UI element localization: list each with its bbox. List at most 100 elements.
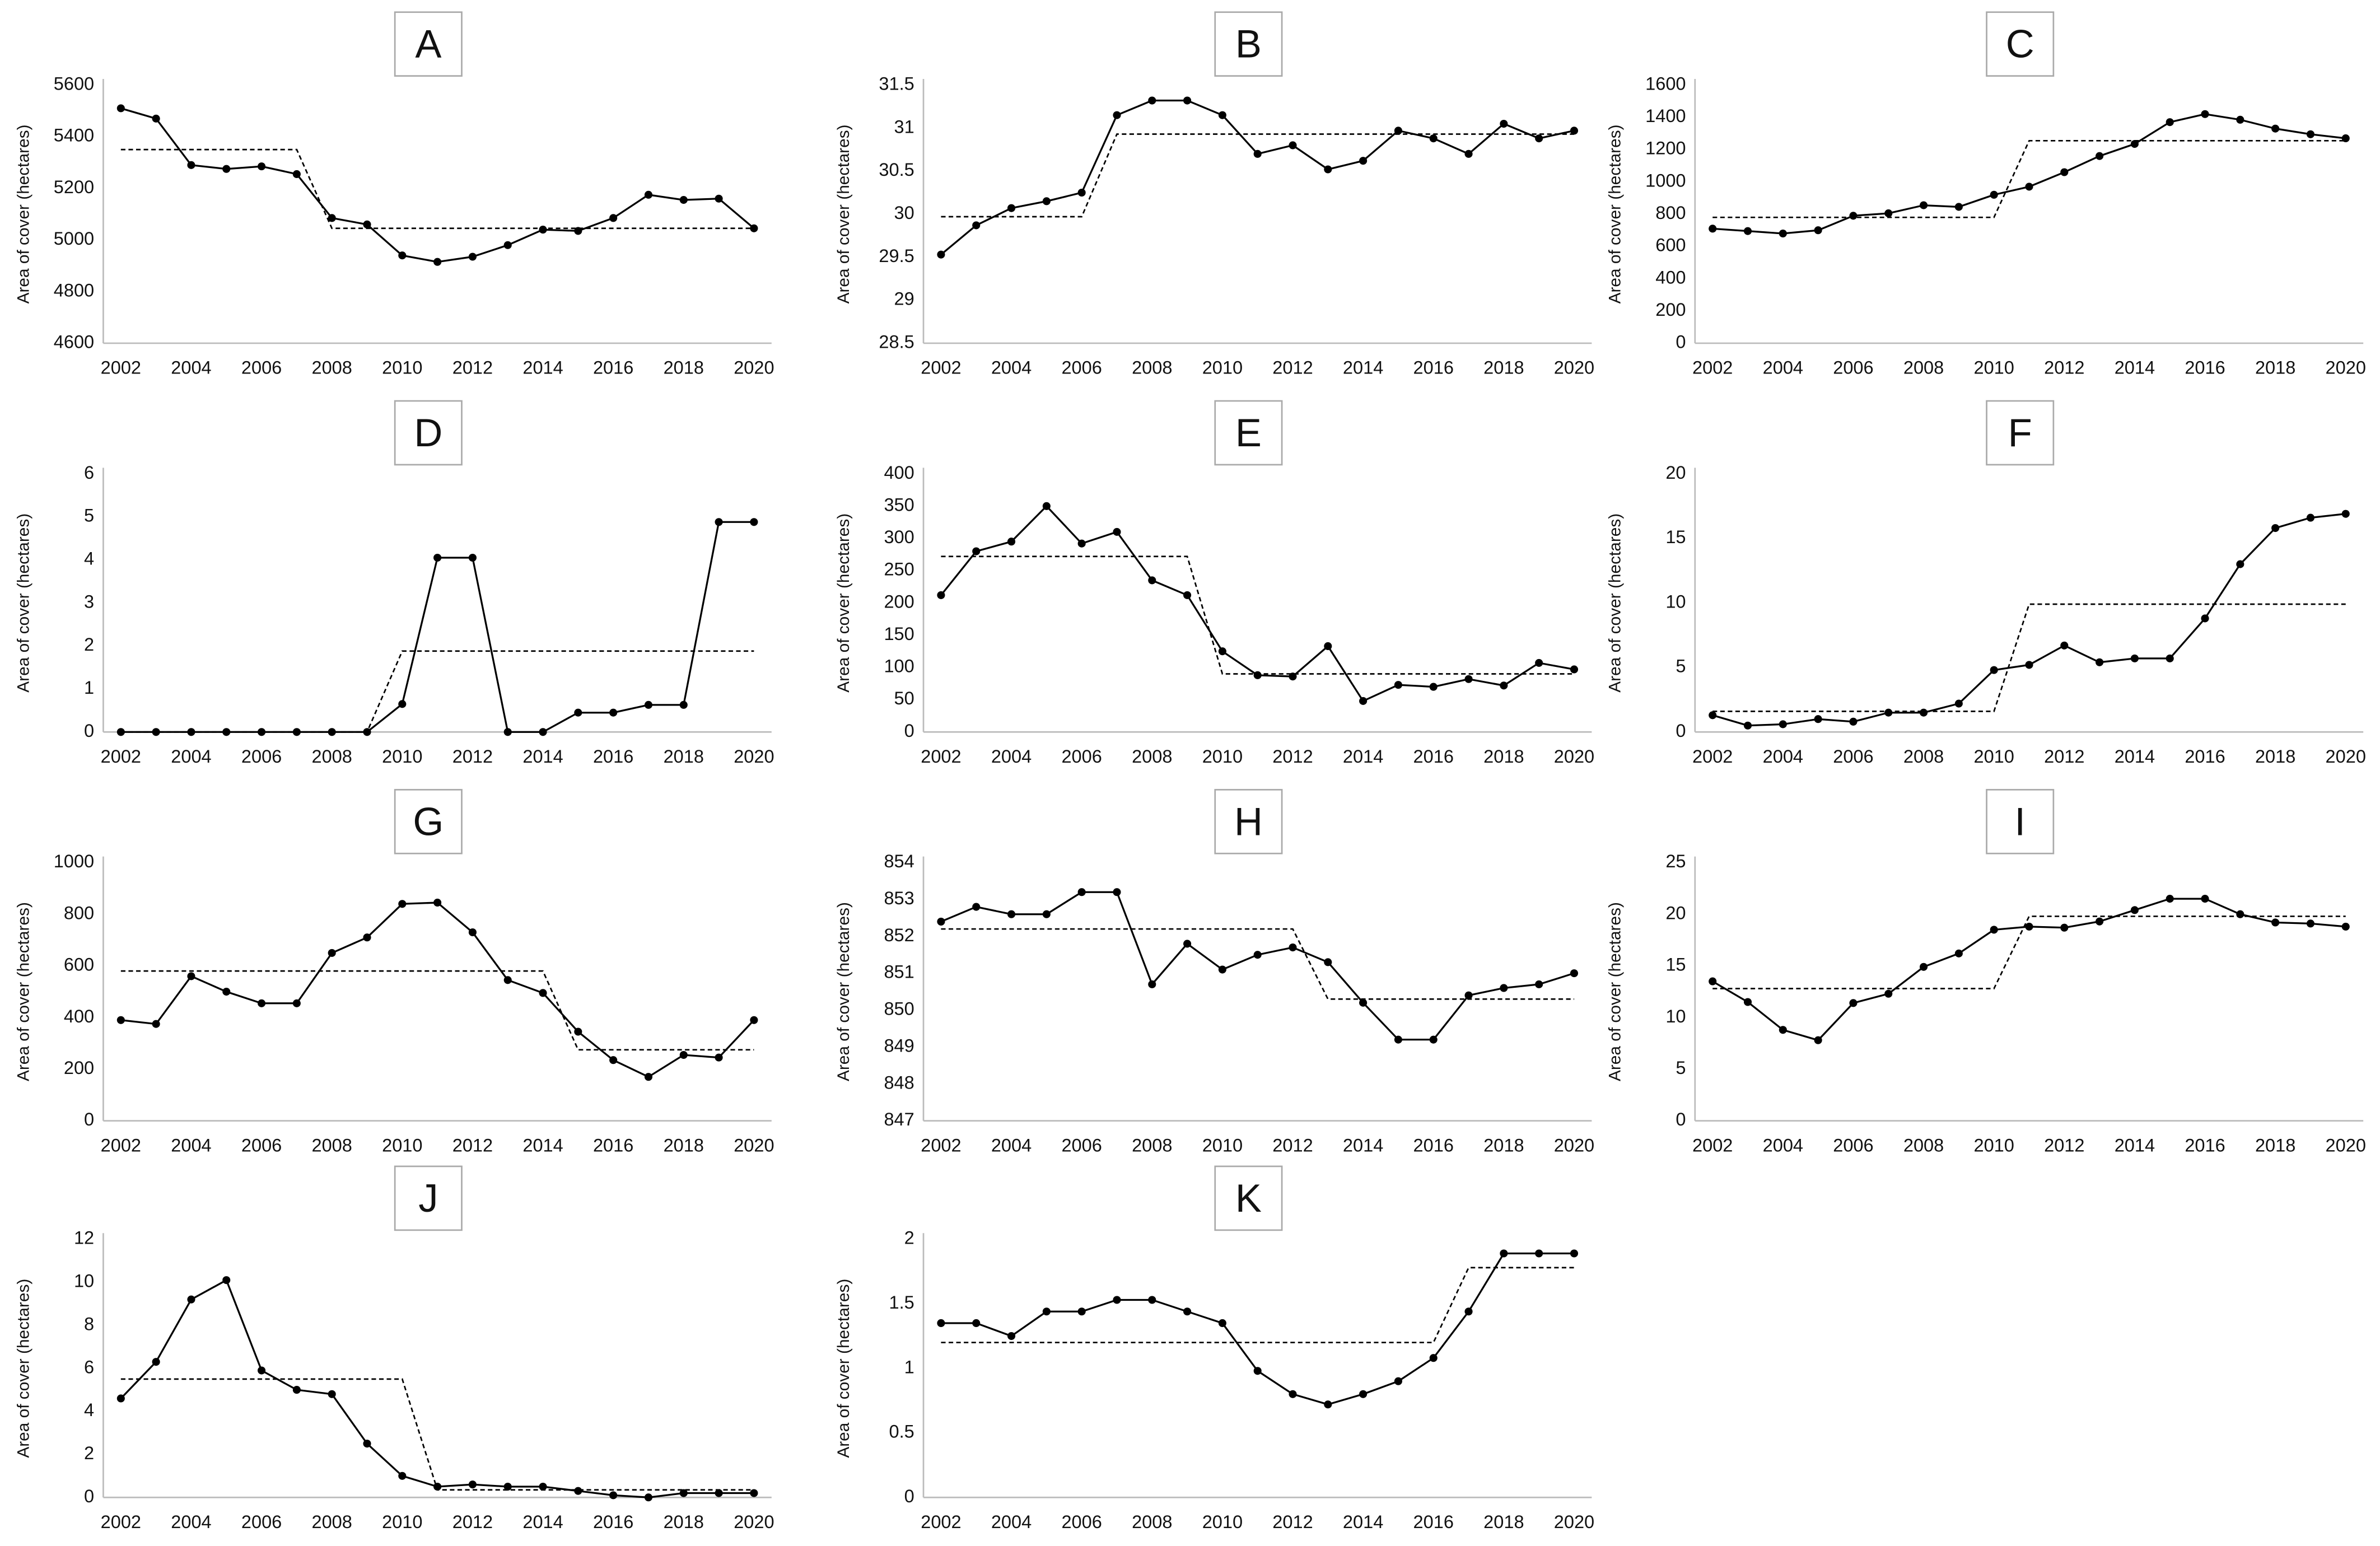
- data-point: [2236, 115, 2244, 124]
- x-tick-label: 2020: [2326, 1135, 2366, 1155]
- data-point: [679, 700, 688, 709]
- data-point: [222, 728, 231, 736]
- y-axis-label: Area of cover (hectares): [14, 124, 32, 303]
- data-point: [1570, 969, 1579, 978]
- data-point: [1359, 697, 1368, 705]
- y-tick-label: 800: [64, 903, 94, 923]
- mean-step-line: [941, 555, 1574, 675]
- data-point: [1535, 980, 1543, 988]
- title-box: [1214, 11, 1283, 77]
- data-point: [2025, 183, 2033, 191]
- y-tick-label: 5: [1676, 1058, 1686, 1078]
- data-point: [2096, 152, 2104, 160]
- panel-title: K: [1235, 1176, 1262, 1220]
- data-point: [2201, 895, 2209, 903]
- data-point: [363, 220, 371, 228]
- x-tick-label: 2008: [1132, 746, 1172, 767]
- data-point: [1500, 119, 1508, 128]
- data-point: [503, 728, 512, 736]
- data-point: [2060, 168, 2069, 176]
- data-point: [468, 253, 477, 261]
- y-tick-label: 15: [1665, 955, 1686, 975]
- x-tick-label: 2014: [1343, 746, 1383, 767]
- y-tick-label: 1600: [1645, 73, 1686, 94]
- x-tick-label: 2012: [2044, 358, 2084, 378]
- y-tick-label: 25: [1665, 851, 1686, 871]
- y-axis-label: Area of cover (hectares): [834, 1279, 853, 1458]
- x-tick-label: 2002: [921, 358, 961, 378]
- data-point: [2130, 654, 2139, 662]
- y-axis-label: Area of cover (hectares): [14, 513, 32, 693]
- data-point: [1990, 666, 1998, 674]
- x-tick-label: 2012: [2044, 1135, 2084, 1155]
- x-tick-label: 2014: [2115, 358, 2155, 378]
- x-tick-label: 2006: [1061, 1512, 1102, 1532]
- data-point: [2201, 614, 2209, 623]
- y-tick-label: 0: [84, 1109, 94, 1129]
- x-tick-label: 2008: [312, 358, 352, 378]
- data-point: [1920, 963, 1928, 971]
- data-point: [292, 1386, 301, 1394]
- data-point: [258, 162, 266, 171]
- x-tick-label: 2004: [171, 1512, 211, 1532]
- mean-step-line: [1712, 139, 2346, 218]
- mean-step-line: [120, 650, 754, 733]
- panel-title: E: [1235, 410, 1262, 455]
- y-tick-label: 28.5: [879, 332, 914, 352]
- data-point: [2166, 895, 2174, 903]
- data-point: [1253, 150, 1262, 158]
- y-tick-label: 29: [894, 289, 914, 309]
- x-tick-label: 2018: [664, 358, 704, 378]
- data-point: [715, 518, 723, 526]
- data-point: [1464, 675, 1473, 683]
- y-tick-label: 30.5: [879, 160, 914, 180]
- title-box: [394, 400, 463, 466]
- x-tick-label: 2002: [101, 746, 141, 767]
- data-point: [116, 1016, 125, 1024]
- y-tick-label: 250: [884, 559, 914, 580]
- data-line: [1712, 898, 2346, 1041]
- panel-title: F: [2008, 410, 2032, 455]
- x-tick-label: 2004: [991, 1135, 1032, 1155]
- data-line: [940, 99, 1575, 255]
- x-tick-label: 2014: [1343, 1512, 1383, 1532]
- x-tick-label: 2010: [1202, 358, 1243, 378]
- data-point: [2130, 906, 2139, 914]
- data-point: [1920, 708, 1928, 717]
- x-tick-label: 2018: [1483, 1135, 1524, 1155]
- y-tick-label: 200: [884, 591, 914, 611]
- y-axis-label: Area of cover (hectares): [834, 124, 853, 303]
- data-point: [398, 700, 407, 708]
- data-point: [937, 1319, 945, 1328]
- y-tick-label: 29.5: [879, 246, 914, 266]
- title-box: [394, 11, 463, 77]
- y-axis-label: Area of cover (hectares): [14, 902, 32, 1081]
- data-point: [2025, 661, 2033, 669]
- x-tick-label: 2014: [2115, 1135, 2155, 1155]
- data-point: [1884, 209, 1893, 218]
- data-point: [715, 1489, 723, 1497]
- x-tick-label: 2004: [991, 1512, 1032, 1532]
- y-tick-label: 1: [904, 1357, 914, 1377]
- data-point: [328, 1390, 336, 1398]
- x-tick-label: 2012: [1272, 746, 1313, 767]
- y-tick-label: 0: [1676, 332, 1686, 352]
- data-line: [940, 891, 1575, 1041]
- x-tick-label: 2002: [1692, 1135, 1733, 1155]
- data-point: [433, 898, 442, 907]
- y-tick-label: 10: [74, 1271, 94, 1291]
- data-point: [1464, 150, 1473, 158]
- x-tick-label: 2016: [593, 1135, 633, 1155]
- data-point: [1709, 225, 1717, 233]
- data-point: [503, 1482, 512, 1491]
- x-tick-label: 2008: [1903, 1135, 1944, 1155]
- x-tick-label: 2014: [522, 358, 563, 378]
- data-point: [1500, 1249, 1508, 1258]
- data-point: [152, 1358, 160, 1366]
- x-tick-label: 2014: [522, 1135, 563, 1155]
- x-tick-label: 2008: [312, 746, 352, 767]
- mean-step-line: [120, 970, 754, 1051]
- y-tick-label: 6: [84, 463, 94, 483]
- data-point: [1148, 980, 1156, 988]
